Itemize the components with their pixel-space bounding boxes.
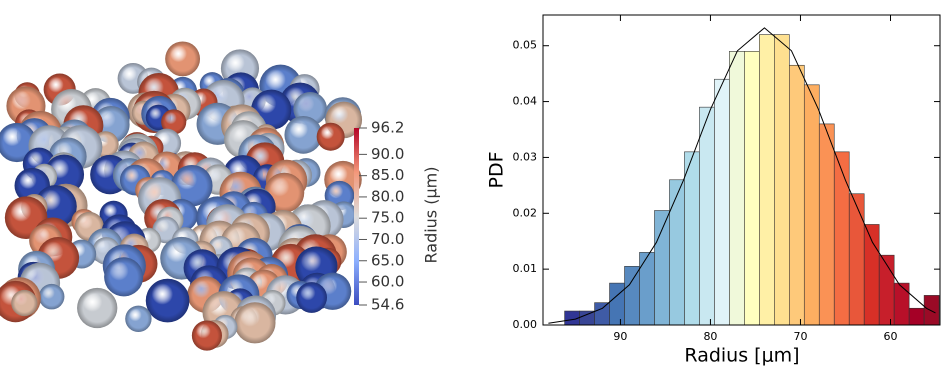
colorbar-tick-label: 70.0 <box>371 230 404 248</box>
figure: Radius (μm) PDF Radius [μm] 96.2 90.0 85.0… <box>0 0 949 368</box>
y-tick-label: 0.03 <box>513 150 538 163</box>
colorbar-tick-label: 54.6 <box>371 296 404 314</box>
x-tick-label: 90 <box>613 330 627 343</box>
bar <box>699 107 714 325</box>
bar <box>804 85 819 325</box>
sphere-shade <box>165 41 200 76</box>
sphere-shade <box>284 116 322 154</box>
bar <box>580 311 595 325</box>
sphere-shade <box>146 279 190 323</box>
bar <box>669 180 684 325</box>
colorbar-tick-label: 96.2 <box>371 119 404 137</box>
x-axis-label: Radius [μm] <box>684 345 799 367</box>
sphere-shade <box>77 288 117 328</box>
bar <box>654 210 669 325</box>
bar <box>924 295 939 325</box>
bar <box>774 35 789 325</box>
sphere-shade <box>192 320 222 350</box>
colorbar-label: Radius (μm) <box>422 167 441 264</box>
bar <box>610 283 625 325</box>
sphere-shade <box>234 302 275 343</box>
sphere-shade <box>125 306 151 332</box>
bar <box>894 283 909 325</box>
y-axis-label: PDF <box>486 151 508 188</box>
sphere-render <box>0 41 362 350</box>
colorbar-tick-label: 75.0 <box>371 209 404 227</box>
sphere-shade <box>39 284 65 310</box>
bar <box>819 124 834 325</box>
bar <box>759 35 774 325</box>
colorbar-tick-label: 80.0 <box>371 187 404 205</box>
sphere-shade <box>317 123 345 151</box>
bar <box>684 152 699 325</box>
bar <box>834 152 849 325</box>
colorbar-tick-label: 85.0 <box>371 166 404 184</box>
sphere-shade <box>11 290 37 316</box>
x-tick-label: 70 <box>793 330 807 343</box>
y-tick-label: 0.00 <box>513 318 538 331</box>
bar <box>714 79 729 325</box>
bar <box>849 194 864 325</box>
bar <box>595 303 610 325</box>
bar <box>909 308 924 325</box>
bar <box>729 51 744 325</box>
colorbar-tick-label: 60.0 <box>371 273 404 291</box>
y-tick-label: 0.05 <box>513 39 538 52</box>
x-tick-label: 80 <box>703 330 717 343</box>
bar <box>625 266 640 325</box>
y-tick-label: 0.01 <box>513 262 538 275</box>
bar <box>744 51 759 325</box>
colorbar <box>354 128 359 305</box>
y-tick-label: 0.02 <box>513 206 538 219</box>
bar <box>640 252 655 325</box>
bar <box>879 255 894 325</box>
x-tick-label: 60 <box>883 330 897 343</box>
bar <box>789 65 804 325</box>
y-tick-label: 0.04 <box>513 95 538 108</box>
sphere-shade <box>104 257 143 296</box>
colorbar-tick-label: 90.0 <box>371 145 404 163</box>
sphere-shade <box>296 282 327 313</box>
colorbar-tick-label: 65.0 <box>371 251 404 269</box>
